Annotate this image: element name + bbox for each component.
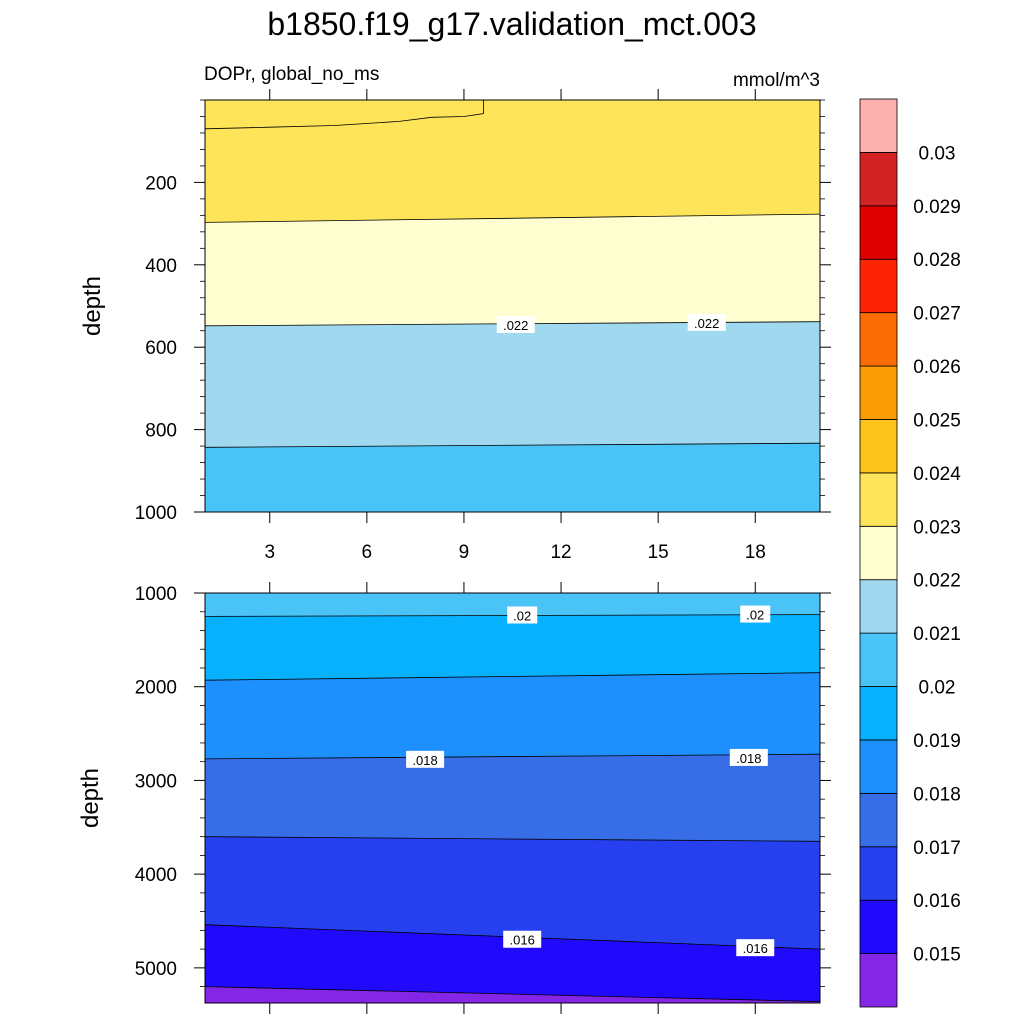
upper-ytick-label-1: 400 bbox=[145, 256, 177, 277]
colorbar-label-4: 0.019 bbox=[913, 731, 961, 752]
lower-contour-label-4: .016 bbox=[503, 930, 542, 948]
colorbar-label-9: 0.024 bbox=[913, 464, 961, 485]
lower-ytick-label-0: 1000 bbox=[135, 584, 177, 605]
colorbar-label-0: 0.015 bbox=[913, 945, 961, 966]
lower-contour-label-2: .018 bbox=[406, 750, 445, 768]
colorbar-label-2: 0.017 bbox=[913, 838, 961, 859]
variable-subtitle: DOPr, global_no_ms bbox=[204, 64, 379, 85]
colorbar-swatch-2 bbox=[859, 846, 898, 901]
upper-xtick-label-5: 18 bbox=[745, 542, 766, 563]
upper-fill-band-3 bbox=[205, 321, 820, 448]
figure-title: b1850.f19_g17.validation_mct.003 bbox=[267, 6, 756, 42]
lower-fill-band-1 bbox=[205, 614, 820, 681]
colorbar-label-3: 0.018 bbox=[913, 784, 961, 805]
colorbar-swatch-8 bbox=[859, 525, 898, 581]
svg-text:.018: .018 bbox=[412, 753, 437, 768]
colorbar-label-7: 0.022 bbox=[913, 571, 961, 592]
svg-text:.02: .02 bbox=[513, 608, 531, 623]
upper-ytick-label-0: 200 bbox=[145, 173, 177, 194]
upper-ytick-label-3: 800 bbox=[145, 421, 177, 442]
upper-xtick-label-3: 12 bbox=[550, 542, 571, 563]
upper-contour-line-0 bbox=[205, 100, 484, 130]
lower-contour-label-0: .02 bbox=[507, 606, 538, 624]
colorbar-swatch-12 bbox=[859, 312, 898, 367]
colorbar-label-11: 0.026 bbox=[913, 357, 961, 378]
lower-fill-band-2 bbox=[205, 672, 820, 759]
colorbar-label-1: 0.016 bbox=[913, 891, 961, 912]
lower-contour-line-5 bbox=[205, 986, 820, 1002]
lower-ytick-label-1: 2000 bbox=[135, 678, 177, 699]
colorbar-swatch-0 bbox=[859, 953, 898, 1008]
colorbar-swatch-16 bbox=[859, 98, 898, 153]
colorbar-swatch-5 bbox=[859, 686, 898, 741]
upper-xtick-label-1: 6 bbox=[362, 542, 373, 563]
upper-contour-line-1 bbox=[205, 213, 820, 223]
svg-text:.016: .016 bbox=[510, 933, 535, 948]
colorbar-swatch-10 bbox=[859, 419, 898, 474]
lower-fill-band-0 bbox=[205, 593, 820, 617]
lower-ytick-label-3: 4000 bbox=[135, 865, 177, 886]
colorbar-swatch-11 bbox=[859, 365, 898, 420]
colorbar-label-12: 0.027 bbox=[913, 304, 961, 325]
upper-ytick-label-2: 600 bbox=[145, 338, 177, 359]
colorbar-swatch-14 bbox=[859, 205, 898, 260]
lower-contour-label-3: .018 bbox=[729, 748, 768, 766]
svg-text:.018: .018 bbox=[736, 751, 761, 766]
colorbar-swatch-6 bbox=[859, 632, 898, 687]
lower-fill-band-4 bbox=[205, 836, 820, 950]
lower-fill-band-5 bbox=[205, 924, 820, 1002]
lower-ytick-label-2: 3000 bbox=[135, 771, 177, 792]
lower-panel-axes: 1000 2000 3000 4000 5000 bbox=[135, 582, 831, 1014]
colorbar-label-13: 0.028 bbox=[913, 250, 961, 271]
lower-depth-label: depth bbox=[77, 768, 104, 828]
colorbar-swatch-15 bbox=[859, 152, 898, 207]
lower-fill-band-3 bbox=[205, 754, 820, 842]
colorbar-label-15: 0.03 bbox=[919, 143, 956, 164]
colorbar-label-5: 0.02 bbox=[919, 678, 956, 699]
upper-frame bbox=[204, 99, 821, 513]
svg-text:.02: .02 bbox=[746, 608, 764, 623]
upper-xtick-label-4: 15 bbox=[648, 542, 669, 563]
upper-fill-band-4 bbox=[205, 443, 820, 512]
colorbar-label-14: 0.029 bbox=[913, 197, 961, 218]
svg-text:.022: .022 bbox=[503, 318, 528, 333]
svg-text:.022: .022 bbox=[694, 316, 719, 331]
lower-contour-label-5: .016 bbox=[736, 939, 775, 957]
lower-contour-line-3 bbox=[205, 836, 820, 842]
upper-contour-label-1: .022 bbox=[687, 313, 726, 331]
units-subtitle: mmol/m^3 bbox=[733, 70, 820, 91]
upper-xtick-label-0: 3 bbox=[264, 542, 275, 563]
lower-ytick-label-4: 5000 bbox=[135, 959, 177, 980]
colorbar-swatch-7 bbox=[859, 579, 898, 634]
colorbar-swatch-13 bbox=[859, 258, 898, 314]
upper-panel-axes: 200 400 600 800 1000 3 6 9 12 15 18 bbox=[135, 89, 831, 563]
upper-panel-fills: .022 .022 bbox=[205, 100, 820, 512]
upper-xtick-label-2: 9 bbox=[459, 542, 470, 563]
upper-ytick-label-4: 1000 bbox=[135, 503, 177, 524]
colorbar-swatch-4 bbox=[859, 739, 898, 794]
lower-panel-fills: .02 .02 .018 .018 .016 .016 bbox=[205, 593, 820, 1003]
upper-fill-band-1 bbox=[205, 100, 820, 223]
lower-contour-label-1: .02 bbox=[740, 605, 771, 623]
colorbar-label-10: 0.025 bbox=[913, 410, 961, 431]
lower-contour-line-1 bbox=[205, 672, 820, 681]
upper-contour-line-3 bbox=[205, 442, 820, 448]
colorbar-swatch-9 bbox=[859, 472, 898, 527]
colorbar-label-8: 0.023 bbox=[913, 517, 961, 538]
colorbar-swatch-3 bbox=[859, 792, 898, 848]
upper-contour-label-0: .022 bbox=[496, 315, 535, 333]
colorbar-swatch-1 bbox=[859, 899, 898, 954]
svg-text:.016: .016 bbox=[743, 941, 768, 956]
colorbar-label-6: 0.021 bbox=[913, 624, 961, 645]
upper-fill-band-2 bbox=[205, 214, 820, 326]
lower-contour-line-2 bbox=[205, 753, 820, 760]
lower-frame bbox=[204, 592, 821, 1004]
colorbar: 0.015 0.016 0.017 0.018 0.019 0.02 0.021 0.022 0… bbox=[859, 98, 961, 1008]
upper-depth-label: depth bbox=[79, 276, 106, 336]
